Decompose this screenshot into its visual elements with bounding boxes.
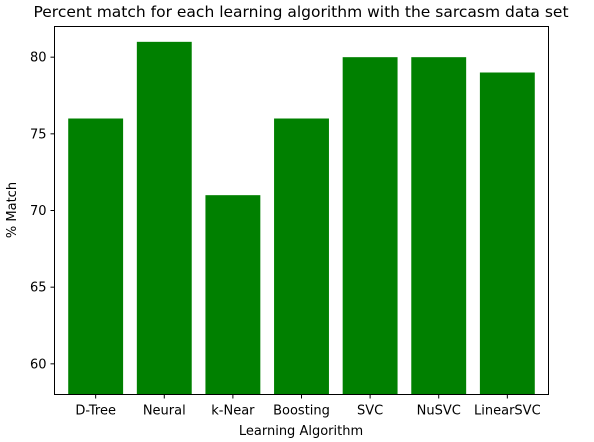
x-tick-label: LinearSVC	[474, 404, 541, 419]
bar-nusvc	[411, 57, 467, 395]
x-tick-label: k-Near	[211, 404, 255, 419]
y-tick-label: 60	[30, 357, 47, 372]
x-tick-label: Boosting	[273, 404, 330, 419]
x-axis-label: Learning Algorithm	[239, 424, 363, 439]
x-tick-label: Neural	[143, 404, 186, 419]
y-tick-label: 80	[30, 51, 47, 66]
x-tick-label: SVC	[357, 404, 383, 419]
y-axis-ticks: 60 65 70 75 80	[30, 51, 55, 372]
bar-neural	[136, 41, 192, 395]
x-tick-label: D-Tree	[75, 404, 116, 419]
y-axis-label: % Match	[5, 182, 20, 238]
bars-layer	[68, 41, 535, 395]
x-axis-ticks: D-Tree Neural k-Near Boosting SVC NuSVC Linear…	[75, 394, 541, 419]
y-tick-label: 65	[30, 281, 47, 296]
bar-boosting	[274, 118, 329, 395]
y-tick-label: 70	[30, 204, 47, 219]
bar-d-tree	[68, 118, 124, 395]
x-tick-label: NuSVC	[417, 404, 461, 419]
y-tick-label: 75	[30, 127, 47, 142]
bar-linearsvc	[479, 72, 535, 395]
bar-k-near	[205, 195, 261, 395]
chart-title: Percent match for each learning algorith…	[33, 3, 568, 21]
bar-svc	[342, 57, 398, 395]
